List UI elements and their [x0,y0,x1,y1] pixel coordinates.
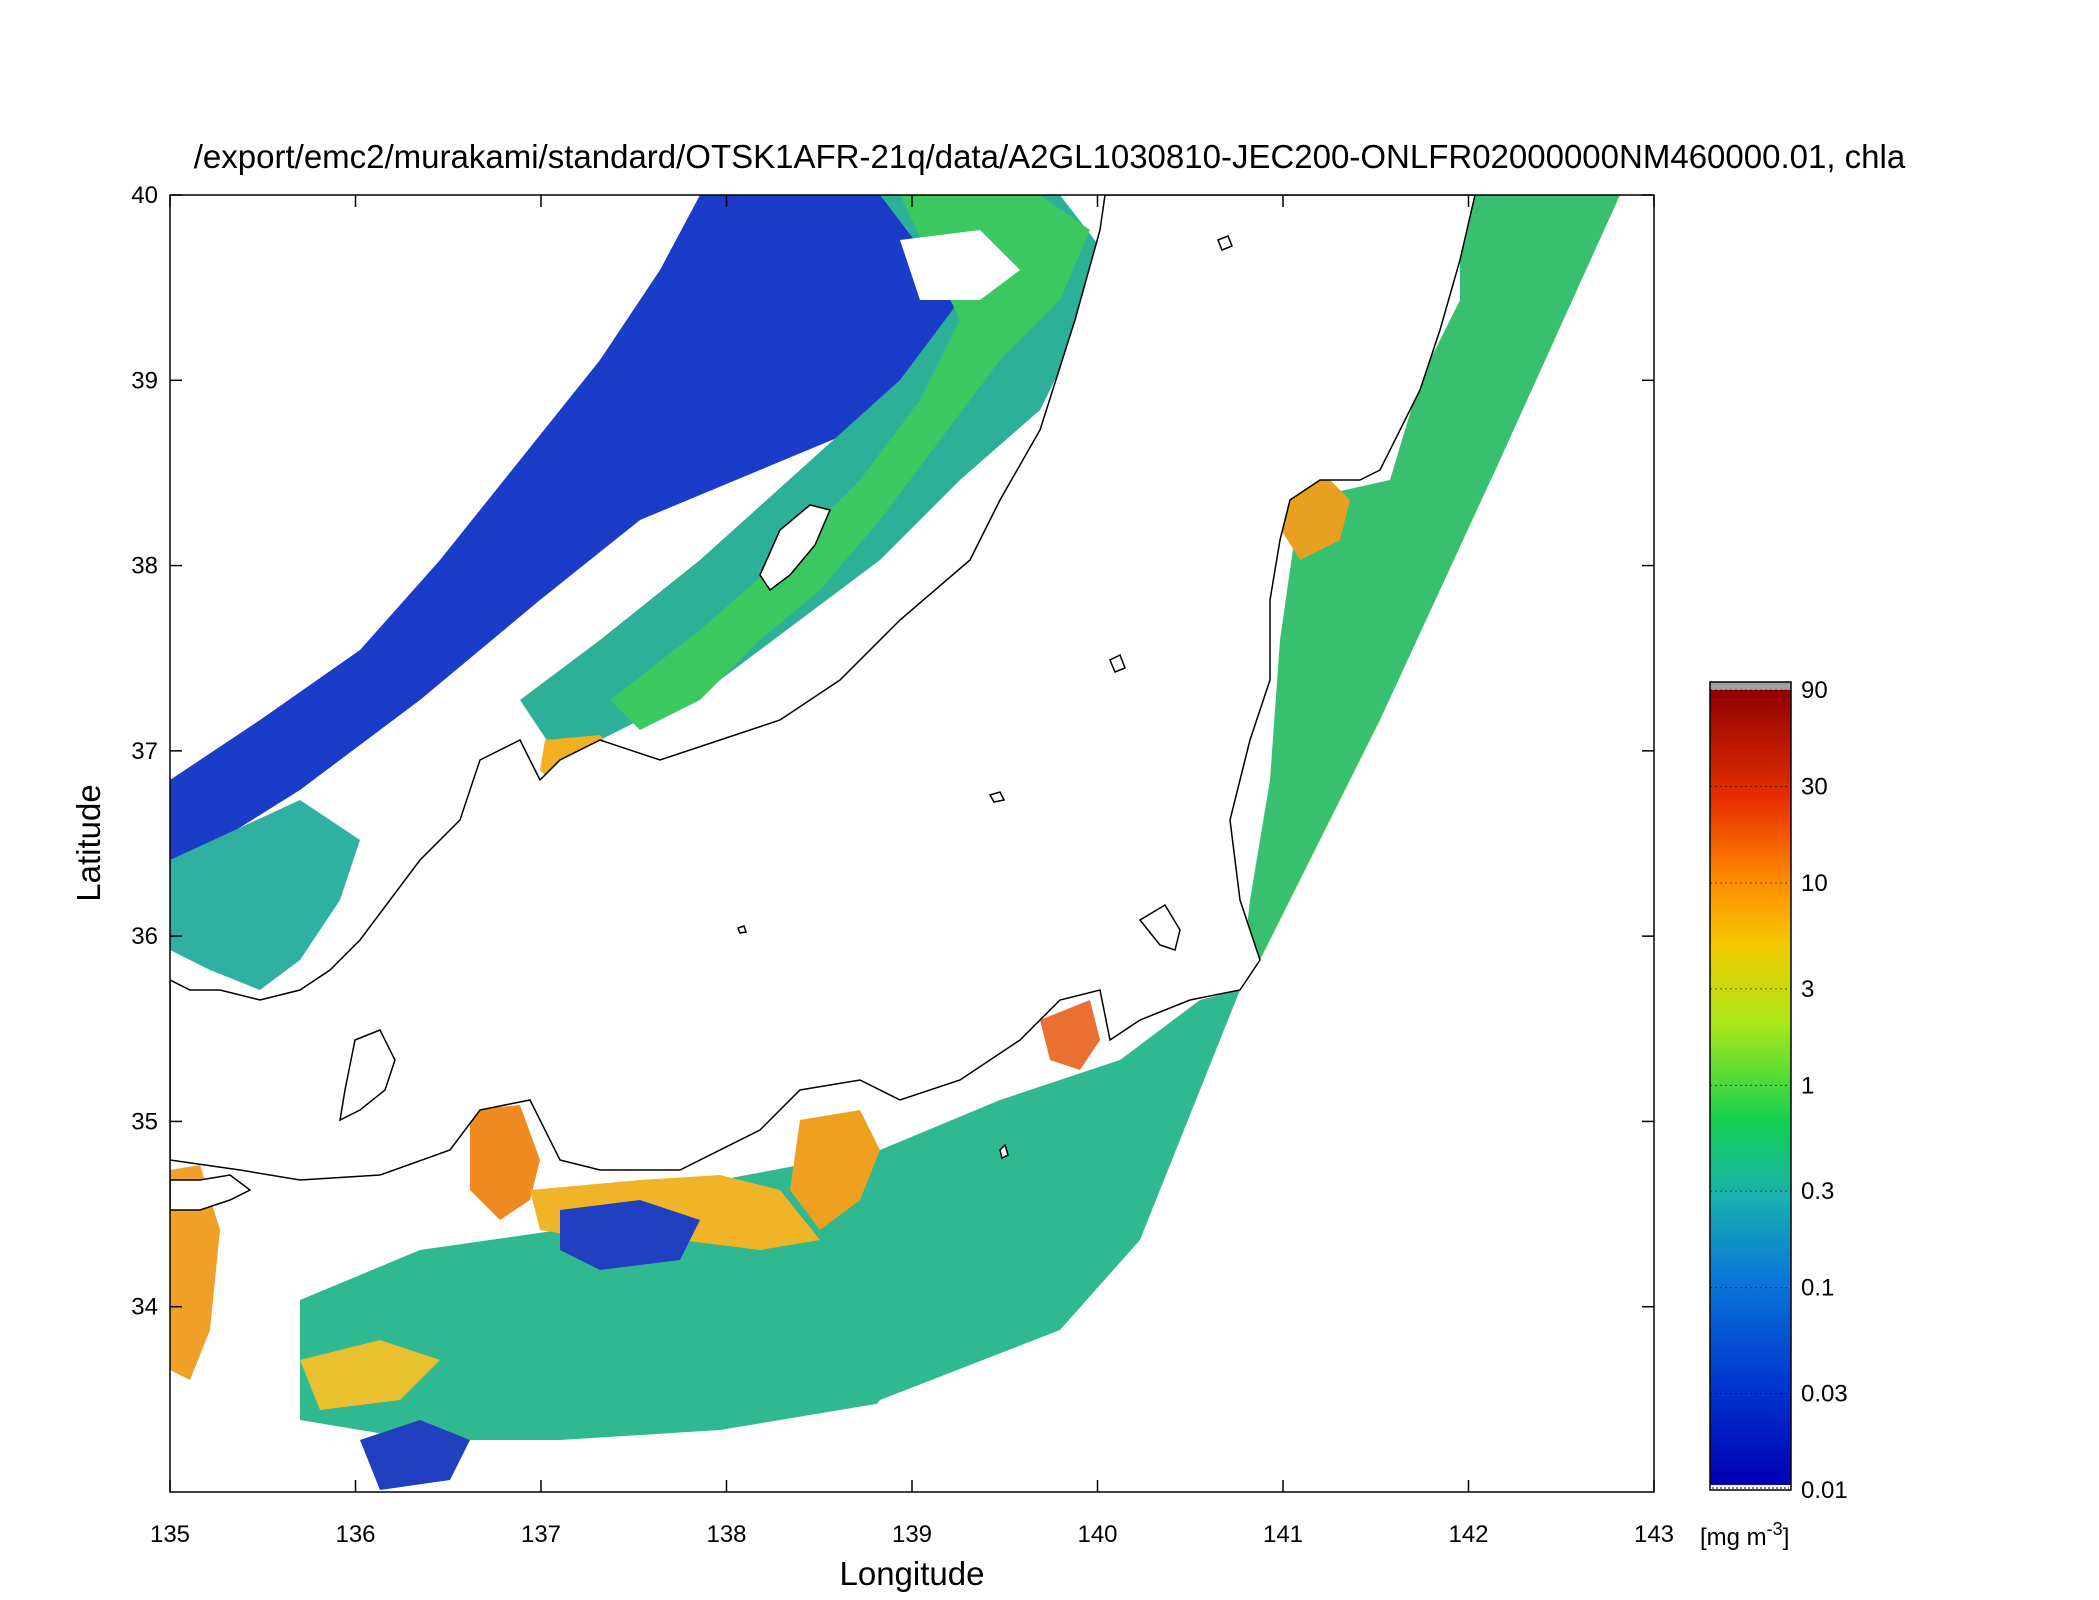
chla-patch-pacific-east [1240,195,1620,990]
chla-patch-kii-south [300,1340,440,1410]
lon-tick-label-137: 137 [521,1521,561,1548]
chla-patch-ise-bay [470,1105,540,1220]
lon-tick-label-142: 142 [1448,1521,1488,1548]
cloud-north-2 [900,230,1020,300]
lon-tick-label-136: 136 [335,1521,375,1548]
lon-tick-label-135: 135 [150,1521,190,1548]
colorbar-top-cap [1710,682,1791,690]
chla-patch-japan-sea-north [170,195,1000,860]
cloud-north [170,195,700,720]
lon-tick-label-138: 138 [706,1521,746,1548]
map-plot-area [170,195,1620,1490]
colorbar-tick-label-90: 90 [1801,677,1828,704]
boso-peninsula [1138,903,1181,951]
colorbar-ticks: 0.01 0.03 0.1 0.3 1 3 10 30 90 [1710,677,1848,1504]
small-island-1 [988,791,1006,803]
cloud-pacific-south [820,1330,1080,1490]
x-axis-title: Longitude [840,1555,985,1592]
lon-tick-label-139: 139 [892,1521,932,1548]
colorbar-tick-label-0.1: 0.1 [1801,1275,1834,1302]
land [170,195,1476,1211]
cloud-mask [170,195,1080,1490]
chla-patch-japan-sea-coast [610,195,1090,730]
chla-patch-suruga [790,1110,880,1230]
colorbar-unit-exp: -3 [1767,1519,1783,1539]
y-axis-title: Latitude [70,784,107,901]
chla-patch-tokyo-bay [1040,1000,1100,1070]
colorbar-unit: [mg m-3] [1700,1519,1789,1551]
chla-patch-kuroshio [560,1200,700,1270]
lat-tick-label-36: 36 [131,923,158,950]
awaji-island [339,1029,396,1122]
colorbar-tick-label-0.3: 0.3 [1801,1178,1834,1205]
lat-tick-label-37: 37 [131,738,158,765]
colorbar-tick-label-30: 30 [1801,774,1828,801]
awashima [1109,653,1126,673]
lon-tick-label-143: 143 [1634,1521,1674,1548]
lat-tick-label-40: 40 [131,182,158,209]
longitude-axis: 135 136 137 138 139 140 141 142 143 [150,195,1674,1548]
latitude-axis: 34 35 36 37 38 39 40 [131,182,1654,1321]
lat-tick-label-39: 39 [131,367,158,394]
lon-tick-label-141: 141 [1263,1521,1303,1548]
map-title: /export/emc2/murakami/standard/OTSK1AFR-… [193,138,1906,175]
colorbar: 0.01 0.03 0.1 0.3 1 3 10 30 90 [mg m-3] [1700,677,1848,1551]
colorbar-tick-label-0.03: 0.03 [1801,1380,1848,1407]
lat-tick-label-35: 35 [131,1108,158,1135]
lat-tick-label-38: 38 [131,553,158,580]
colorbar-tick-label-10: 10 [1801,870,1828,897]
chla-patch-south-blue [360,1420,470,1490]
small-island-3 [1217,235,1233,251]
lon-tick-label-140: 140 [1077,1521,1117,1548]
colorbar-tick-label-1: 1 [1801,1072,1814,1099]
colorbar-unit-close: ] [1783,1524,1790,1551]
small-island-2 [737,925,747,934]
honshu-landmass [170,195,1476,1181]
colorbar-unit-main: [mg m [1700,1524,1767,1551]
chla-patch-kii [170,1165,220,1380]
colorbar-gradient [1710,690,1791,1485]
izu-oshima [999,1143,1009,1160]
colorbar-tick-label-3: 3 [1801,976,1814,1003]
chla-patch-west-coast [170,800,360,990]
chla-coverage [170,195,1620,1490]
colorbar-tick-label-0.01: 0.01 [1801,1477,1848,1504]
lat-tick-label-34: 34 [131,1294,158,1321]
shikoku-tip [170,1174,252,1211]
sado-island [759,504,832,592]
